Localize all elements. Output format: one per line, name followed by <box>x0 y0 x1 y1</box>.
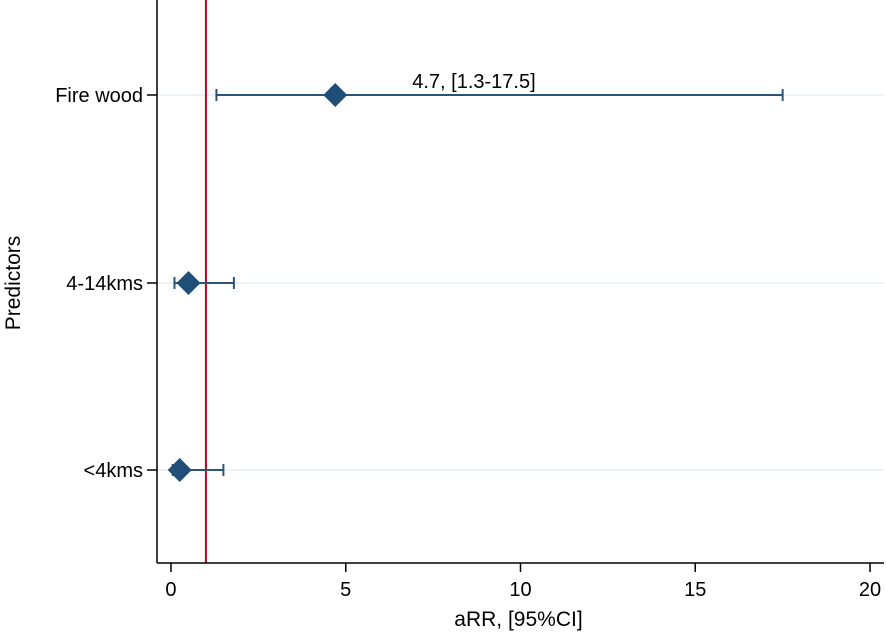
x-tick-label-3: 15 <box>684 579 706 601</box>
y-axis-ticks: Fire wood 4-14kms <4kms <box>55 85 157 482</box>
point-marker-2 <box>167 458 192 482</box>
y-axis-title: Predictors <box>2 236 25 331</box>
data-label-0: 4.7, [1.3-17.5] <box>412 71 535 93</box>
gridlines <box>157 94 884 471</box>
point-marker-0 <box>323 83 348 107</box>
data-labels: 4.7, [1.3-17.5] <box>412 71 535 93</box>
x-axis-ticks: 0 5 10 15 20 <box>165 563 881 601</box>
point-estimates <box>167 83 348 482</box>
x-axis-title: aRR, [95%CI] <box>454 608 582 631</box>
x-tick-label-4: 20 <box>859 579 881 601</box>
y-tick-label-1: 4-14kms <box>66 273 143 295</box>
x-tick-label-1: 5 <box>340 579 351 601</box>
x-tick-label-2: 10 <box>509 579 531 601</box>
x-tick-label-0: 0 <box>165 579 176 601</box>
y-tick-label-2: <4kms <box>84 460 143 482</box>
point-marker-1 <box>176 271 201 295</box>
y-tick-label-0: Fire wood <box>55 85 143 107</box>
